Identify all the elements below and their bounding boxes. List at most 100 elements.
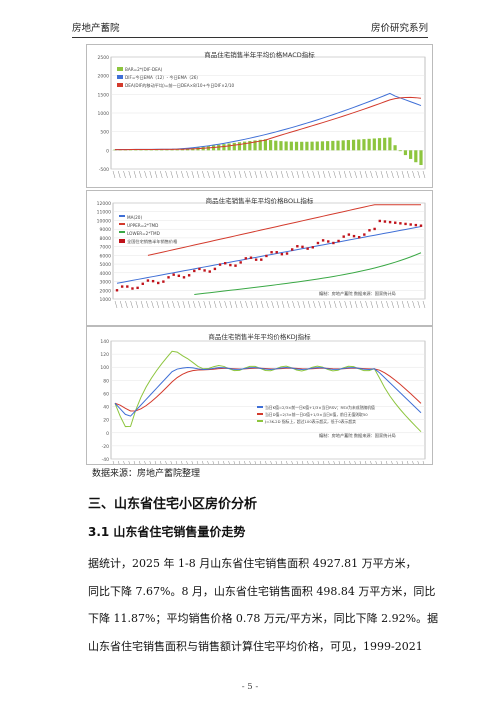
paragraph-line: 据统计，2025 年 1-8 月山东省住宅销售面积 4927.81 万平方米，	[88, 557, 417, 570]
kdj-y-tick-label: 140	[100, 339, 109, 345]
boll-y-tick-label: 7000	[100, 245, 112, 251]
kdj-y-tick-label: 40	[103, 405, 109, 411]
kdj-x-tick-label	[317, 460, 321, 469]
macd-x-tick-label	[349, 170, 352, 179]
kdj-x-tick-label	[223, 460, 226, 469]
boll-x-tick-label	[140, 300, 144, 309]
boll-price-point	[316, 241, 320, 245]
kdj-x-tick-label	[291, 460, 294, 469]
boll-price-point	[260, 258, 263, 261]
boll-x-tick-label	[255, 300, 259, 309]
boll-price-point	[414, 223, 418, 227]
boll-price-point	[167, 276, 170, 279]
subsection-heading: 3.1 山东省住宅销售量价走势	[88, 525, 246, 539]
macd-x-tick-label	[233, 170, 237, 179]
boll-legend-swatch	[119, 231, 125, 233]
macd-bar	[217, 144, 221, 151]
kdj-x-tick-label	[286, 460, 289, 469]
macd-x-tick-label	[160, 170, 163, 179]
boll-x-tick-label	[224, 300, 227, 309]
boll-x-tick-label	[187, 300, 191, 309]
boll-price-point	[296, 245, 299, 248]
macd-x-tick-label	[149, 170, 153, 179]
kdj-x-tick-label	[364, 460, 368, 469]
macd-bar	[341, 140, 345, 151]
macd-bar	[357, 139, 361, 151]
macd-bar	[388, 137, 392, 151]
macd-bar	[336, 140, 340, 151]
boll-price-point	[368, 229, 371, 232]
boll-x-tick-label	[166, 300, 170, 309]
macd-bar	[393, 145, 397, 151]
boll-price-point	[239, 261, 242, 264]
macd-bar	[258, 139, 262, 151]
kdj-note: 编制：房地产蓄院 数据来源：国家统计局	[319, 432, 396, 439]
macd-x-tick-label	[364, 170, 368, 179]
boll-x-tick-label	[344, 300, 347, 309]
boll-y-tick-label: 6000	[100, 253, 112, 259]
boll-price-point	[306, 247, 309, 250]
kdj-y-tick-label: 0	[106, 431, 109, 437]
boll-price-point	[373, 227, 376, 231]
kdj-x-tick-label	[165, 460, 168, 469]
boll-price-point	[383, 220, 387, 223]
boll-price-point	[352, 234, 356, 238]
kdj-x-tick-label	[370, 460, 373, 469]
boll-price-point	[172, 273, 175, 276]
macd-x-tick-label	[296, 170, 300, 179]
kdj-x-tick-label	[191, 460, 195, 469]
macd-bar	[367, 138, 371, 151]
boll-price-point	[182, 276, 186, 279]
boll-x-tick-label	[323, 300, 327, 309]
boll-price-point	[218, 263, 222, 266]
kdj-x-tick-label	[238, 460, 242, 469]
macd-x-tick-label	[265, 170, 268, 179]
boll-x-tick-label	[245, 300, 248, 309]
boll-price-point	[120, 285, 124, 288]
macd-x-tick-label	[412, 170, 415, 179]
macd-bar	[305, 141, 309, 151]
kdj-x-tick-label	[233, 460, 237, 469]
boll-price-point	[419, 224, 423, 227]
boll-x-tick-label	[114, 300, 118, 309]
boll-price-point	[146, 279, 150, 282]
macd-x-tick-label	[228, 170, 231, 179]
macd-x-tick-label	[312, 170, 315, 179]
kdj-x-tick-label	[207, 460, 210, 469]
boll-price-point	[198, 267, 201, 271]
boll-x-tick-label	[240, 300, 243, 309]
macd-x-tick-label	[223, 170, 226, 179]
macd-x-tick-label	[254, 170, 258, 179]
boll-chart-svg: 12000 11000 10000 9000 8000 7000 6000 5000 4000 3…	[97, 201, 426, 309]
kdj-x-tick-label	[154, 460, 158, 469]
kdj-x-tick-label	[128, 460, 132, 469]
macd-x-tick-label	[343, 170, 347, 179]
macd-bar	[227, 143, 231, 151]
boll-note: 编制：房地产蓄院 数据来源：国家统计局	[319, 290, 396, 297]
macd-chart-title: 商品住宅销售半年平均价格MACD指标	[204, 51, 315, 59]
kdj-x-tick-label	[212, 460, 216, 469]
macd-x-tick-label	[133, 170, 137, 179]
macd-x-tick-label	[307, 170, 310, 179]
macd-bar	[253, 140, 257, 151]
macd-bar	[160, 149, 164, 151]
macd-x-tick-label	[259, 170, 263, 179]
macd-x-tick-label	[275, 170, 279, 179]
macd-bar	[403, 150, 408, 156]
header-right: 房价研究系列	[370, 23, 428, 34]
boll-x-tick-label	[354, 300, 358, 309]
boll-price-point	[394, 221, 397, 224]
boll-x-tick-label	[125, 300, 128, 309]
kdj-x-tick-label	[139, 460, 142, 469]
boll-price-point	[141, 282, 144, 285]
boll-price-point	[285, 252, 289, 255]
kdj-x-tick-label	[412, 460, 415, 469]
macd-bar	[383, 137, 387, 151]
boll-price-point	[193, 269, 196, 273]
boll-x-tick-label	[313, 300, 316, 309]
boll-price-point	[162, 280, 165, 283]
boll-x-tick-label	[146, 300, 149, 309]
macd-y-tick-label: 0	[106, 148, 109, 154]
macd-bar	[351, 139, 356, 151]
kdj-x-tick-label	[354, 460, 357, 469]
